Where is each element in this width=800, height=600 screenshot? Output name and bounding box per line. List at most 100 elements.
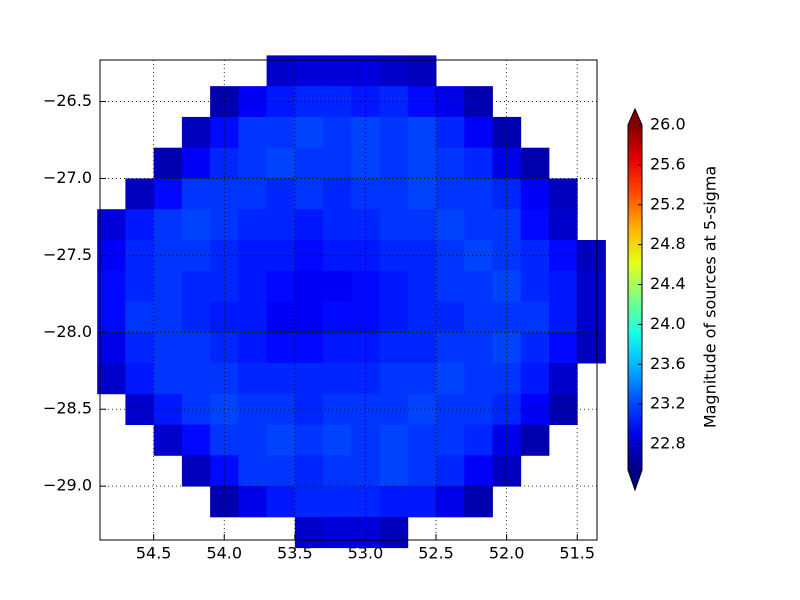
heatmap-cell	[464, 116, 493, 149]
heatmap-cell	[436, 363, 465, 395]
heatmap-cell	[153, 301, 183, 333]
heatmap-cell	[548, 301, 578, 333]
x-tick-label: 53.0	[348, 544, 384, 563]
heatmap-cell	[379, 516, 409, 549]
heatmap-cell	[294, 424, 324, 456]
heatmap-cell	[407, 424, 437, 456]
heatmap-cell	[379, 393, 409, 426]
heatmap-cell	[294, 363, 324, 395]
heatmap-cell	[407, 116, 437, 149]
heatmap-cell	[436, 486, 465, 518]
heatmap-cell	[323, 486, 352, 518]
colorbar-tick-label: 24.8	[650, 234, 686, 253]
y-tick-label: −26.5	[43, 91, 92, 110]
heatmap-cell	[238, 424, 268, 456]
heatmap-cell	[323, 209, 352, 241]
heatmap-cell	[379, 178, 409, 210]
heatmap-cell	[266, 332, 296, 364]
colorbar-extend-top	[628, 109, 642, 125]
heatmap-cell	[548, 209, 578, 241]
heatmap-cell	[294, 301, 324, 333]
heatmap-cell	[181, 178, 211, 210]
heatmap-cell	[323, 332, 352, 364]
heatmap-cell	[153, 178, 183, 210]
heatmap-cell	[492, 363, 522, 395]
heatmap-cell	[238, 270, 268, 302]
heatmap-cell	[464, 209, 493, 241]
colorbar-tick-label: 23.2	[650, 394, 686, 413]
heatmap-cell	[153, 270, 183, 302]
y-tick-label: −28.5	[43, 399, 92, 418]
colorbar-frame	[627, 107, 643, 492]
heatmap-cell	[266, 116, 296, 149]
heatmap-cell	[294, 209, 324, 241]
heatmap-cell	[351, 301, 380, 333]
x-tick-label: 54.0	[206, 544, 242, 563]
y-tick-label: −28.0	[43, 322, 92, 341]
x-tick-label: 51.5	[559, 544, 595, 563]
heatmap-cell	[181, 147, 211, 179]
heatmap-cell	[266, 486, 296, 518]
heatmap-cell	[407, 301, 437, 333]
heatmap-cell	[294, 147, 324, 179]
heatmap-cell	[379, 209, 409, 241]
heatmap-cell	[323, 178, 352, 210]
heatmap-cell	[577, 240, 606, 272]
heatmap-cell	[266, 270, 296, 302]
heatmap-cell	[238, 209, 268, 241]
heatmap-cell	[97, 332, 126, 364]
heatmap-cell	[323, 363, 352, 395]
heatmap-cell	[323, 55, 352, 87]
heatmap-cell	[153, 393, 183, 426]
heatmap-cell	[351, 332, 380, 364]
heatmap-cell	[323, 424, 352, 456]
heatmap-cell	[577, 332, 606, 364]
heatmap-cell	[181, 301, 211, 333]
colorbar	[628, 125, 642, 470]
heatmap-cell	[323, 116, 352, 149]
heatmap-cell	[464, 332, 493, 364]
heatmap-cell	[520, 147, 550, 179]
heatmap-cell	[210, 332, 239, 364]
heatmap-cell	[266, 455, 296, 487]
heatmap-cell	[436, 209, 465, 241]
heatmap-cell	[379, 424, 409, 456]
heatmap-cell	[520, 424, 550, 456]
heatmap-cell	[464, 424, 493, 456]
heatmap-cell	[323, 516, 352, 549]
heatmap-cell	[323, 86, 352, 118]
heatmap-cell	[266, 147, 296, 179]
y-tick-label: −27.5	[43, 245, 92, 264]
heatmap-cell	[97, 363, 126, 395]
heatmap-cell	[323, 147, 352, 179]
heatmap-cell	[125, 332, 155, 364]
heatmap-cell	[379, 86, 409, 118]
x-tick-label: 52.0	[489, 544, 525, 563]
grid	[100, 60, 597, 540]
heatmap-cell	[379, 270, 409, 302]
heatmap-cell	[294, 55, 324, 87]
heatmap-cell	[548, 178, 578, 210]
heatmap-cell	[464, 455, 493, 487]
heatmap-cell	[548, 240, 578, 272]
heatmap-cell	[323, 270, 352, 302]
colorbar-tick-label: 22.8	[650, 434, 686, 453]
heatmap-cell	[379, 455, 409, 487]
heatmap-cell	[238, 455, 268, 487]
heatmap-cell	[492, 270, 522, 302]
heatmap-cell	[294, 332, 324, 364]
heatmap-cell	[238, 116, 268, 149]
heatmap-cell	[436, 301, 465, 333]
y-tick-label: −29.0	[43, 476, 92, 495]
heatmap-cell	[548, 393, 578, 426]
heatmap-cell	[238, 363, 268, 395]
heatmap-cell	[436, 178, 465, 210]
heatmap-cell	[464, 270, 493, 302]
heatmap-cell	[238, 332, 268, 364]
heatmap-cell	[125, 301, 155, 333]
heatmap-cell	[238, 147, 268, 179]
heatmap-cell	[323, 240, 352, 272]
heatmap-cell	[492, 332, 522, 364]
heatmap-cell	[294, 455, 324, 487]
heatmap-cell	[379, 332, 409, 364]
